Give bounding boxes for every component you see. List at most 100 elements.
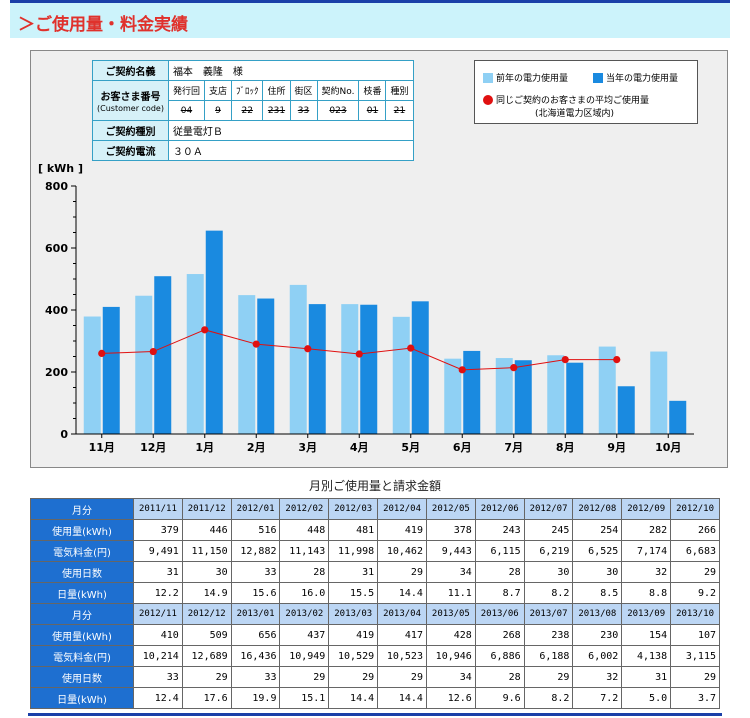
bar-curr [411, 301, 429, 434]
bar-curr [669, 400, 687, 434]
table-cell: 10,214 [133, 645, 183, 667]
bar-prev [392, 316, 410, 434]
code-col-header: 種別 [385, 80, 414, 101]
month-header-cell: 2013/01 [230, 603, 281, 625]
month-header-cell: 2012/12 [181, 603, 232, 625]
table-cell: 14.4 [377, 687, 427, 709]
masked-code-cell: 04 [167, 100, 205, 121]
table-cell: 14.4 [328, 687, 379, 709]
x-tick-label: 5月 [401, 441, 420, 454]
contract-name-label: ご契約名義 [92, 60, 169, 81]
table-cell: 10,949 [279, 645, 330, 667]
avg-point [355, 350, 363, 358]
table-cell: 3,115 [670, 645, 720, 667]
row-label: 電気料金(円) [30, 645, 134, 667]
table-cell: 6,219 [523, 540, 574, 562]
masked-code-cell: 22 [230, 100, 264, 121]
table-cell: 19.9 [230, 687, 281, 709]
table-cell: 446 [181, 519, 232, 541]
month-header-cell: 2013/10 [670, 603, 720, 625]
table-cell: 5.0 [621, 687, 672, 709]
table-cell: 34 [425, 561, 476, 583]
month-header-cell: 2012/05 [425, 498, 476, 520]
table-cell: 17.6 [181, 687, 232, 709]
x-tick-label: 9月 [607, 441, 626, 454]
table-row: 電気料金(円) 10,214 12,689 16,436 10,949 10,529 10,… [30, 645, 720, 667]
page-header: ＞ご使用量・料金実績 [10, 0, 730, 38]
table-cell: 14.9 [181, 582, 232, 604]
contract-current-label: ご契約電流 [92, 140, 169, 161]
table-cell: 10,529 [328, 645, 379, 667]
contract-type-value: 従量電灯Ｂ [167, 120, 414, 141]
table-cell: 30 [523, 561, 574, 583]
table-cell: 9,443 [425, 540, 476, 562]
table-cell: 29 [181, 666, 232, 688]
row-label: 日量(kWh) [30, 687, 134, 709]
bar-prev [238, 295, 256, 434]
bar-prev [650, 351, 668, 434]
table-cell: 243 [474, 519, 525, 541]
masked-code-cell: 33 [289, 100, 318, 121]
avg-point [458, 366, 466, 374]
y-tick-label: 400 [45, 304, 68, 317]
table-row: 日量(kWh) 12.4 17.6 19.9 15.1 14.4 14.4 12.6 9.6 8.… [30, 687, 720, 709]
table-cell: 419 [377, 519, 427, 541]
avg-point [98, 349, 106, 357]
bar-curr [566, 362, 584, 434]
table-cell: 268 [474, 624, 525, 646]
contract-info-table: ご契約名義 福本 義隆 様 お客さま番号 (Customer code) 発行回… [92, 60, 414, 161]
legend-label-curr: 当年の電力使用量 [606, 74, 679, 84]
legend-label-avg: 同じご契約のお客さまの平均ご使用量 [496, 96, 650, 106]
y-tick-label: 200 [45, 366, 68, 379]
bar-prev [83, 316, 101, 434]
code-col-header: 契約No. [316, 80, 360, 101]
table-cell: 6,115 [474, 540, 525, 562]
bar-prev [547, 355, 565, 434]
bar-curr [308, 304, 326, 434]
x-tick-label: 12月 [140, 441, 166, 454]
table-cell: 9,491 [133, 540, 183, 562]
legend-dot-avg [483, 94, 493, 105]
customer-code-label-ja: お客さま番号 [100, 91, 161, 103]
table-cell: 379 [133, 519, 183, 541]
table-cell: 15.5 [328, 582, 379, 604]
month-header-cell: 2012/07 [523, 498, 574, 520]
table-cell: 28 [279, 561, 330, 583]
contract-type-label: ご契約種別 [92, 120, 169, 141]
table-cell: 448 [279, 519, 330, 541]
table-cell: 30 [181, 561, 232, 583]
table-cell: 33 [230, 561, 281, 583]
table-row: 使用日数 33 29 33 29 29 29 34 28 29 32 31 29 [30, 666, 720, 688]
table-cell: 31 [133, 561, 183, 583]
table-month-row: 月分 2011/11 2011/12 2012/01 2012/02 2012/03 201… [30, 498, 720, 520]
table-cell: 107 [670, 624, 720, 646]
table-cell: 7,174 [621, 540, 672, 562]
month-header-cell: 2013/02 [279, 603, 330, 625]
table-cell: 516 [230, 519, 281, 541]
avg-point [201, 326, 209, 334]
table-cell: 428 [425, 624, 476, 646]
legend-swatch-prev [483, 72, 493, 83]
bar-curr [360, 304, 378, 434]
bar-prev [135, 295, 153, 434]
bar-prev [598, 346, 616, 434]
table-cell: 8.2 [523, 687, 574, 709]
customer-code-label-en: (Customer code) [97, 103, 164, 113]
table-cell: 11,998 [328, 540, 379, 562]
month-header-cell: 2013/05 [425, 603, 476, 625]
x-tick-label: 2月 [247, 441, 266, 454]
bar-prev [289, 284, 307, 434]
month-header-cell: 2012/08 [572, 498, 623, 520]
legend-swatch-curr [593, 72, 603, 83]
legend-label-prev: 前年の電力使用量 [496, 74, 569, 84]
bar-prev [186, 274, 204, 434]
row-label: 使用日数 [30, 561, 134, 583]
x-tick-label: 7月 [504, 441, 523, 454]
table-cell: 7.2 [572, 687, 623, 709]
table-caption: 月別ご使用量と請求金額 [308, 479, 441, 493]
table-cell: 282 [621, 519, 672, 541]
avg-point [252, 340, 260, 348]
table-cell: 3.7 [670, 687, 720, 709]
table-cell: 6,525 [572, 540, 623, 562]
table-cell: 11,150 [181, 540, 232, 562]
